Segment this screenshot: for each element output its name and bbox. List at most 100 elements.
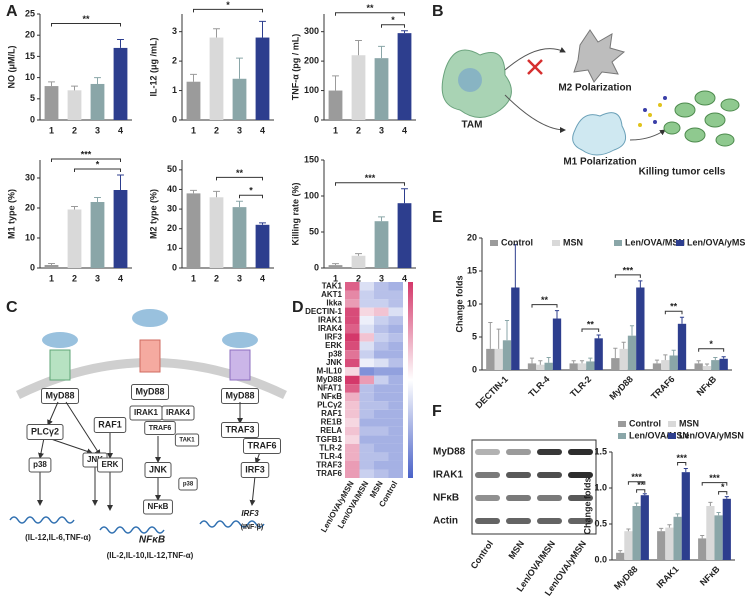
significance-label: * xyxy=(249,186,253,196)
y-tick-label: 20 xyxy=(167,223,177,233)
bar xyxy=(681,472,690,560)
y-axis-label: Change folds xyxy=(454,275,464,332)
y-tick-label: 40 xyxy=(167,184,177,194)
heatmap-cell xyxy=(359,443,374,453)
y-tick-label: 10 xyxy=(25,72,35,82)
heatmap-cell xyxy=(345,469,360,478)
legend-label: Len/OVA/MSN xyxy=(625,237,685,247)
heatmap-cell xyxy=(345,409,360,419)
error-bar xyxy=(629,325,635,336)
error-bar xyxy=(236,57,243,79)
node-box xyxy=(40,388,80,404)
heatmap-cell xyxy=(388,435,403,444)
x-tick-label: 4 xyxy=(260,125,265,135)
y-tick-label: 20 xyxy=(467,232,477,242)
blot-band xyxy=(568,495,593,501)
blot-band xyxy=(537,449,562,455)
y-tick-label: 0 xyxy=(172,262,177,272)
heatmap-cell xyxy=(388,401,403,410)
significance-bracket xyxy=(216,176,263,181)
error-bar xyxy=(48,81,55,87)
bar xyxy=(328,265,343,268)
error-bar xyxy=(654,359,660,364)
panel-label: C xyxy=(6,299,18,316)
significance-bracket xyxy=(335,12,405,16)
bar xyxy=(113,47,128,120)
y-tick-label: 5 xyxy=(30,93,35,103)
significance-bracket xyxy=(627,481,646,485)
node-label: IRAK4 xyxy=(166,408,191,417)
significance-label: * xyxy=(391,15,395,25)
blot-row-label: MyD88 xyxy=(433,447,466,458)
significance-label: *** xyxy=(365,173,376,183)
legend-label: Control xyxy=(629,418,661,428)
error-bar xyxy=(332,263,339,266)
bar xyxy=(632,506,641,560)
heatmap-cell xyxy=(345,375,360,385)
error-bar xyxy=(721,356,726,359)
x-tick-label: 3 xyxy=(95,273,100,283)
error-bar xyxy=(642,493,647,496)
row-label: IRAK4 xyxy=(318,324,343,333)
y-axis-label: M2 type (%) xyxy=(148,189,158,239)
error-bar xyxy=(496,328,501,349)
heatmap-cell xyxy=(374,452,389,461)
y-tick-label: 10 xyxy=(25,232,35,242)
significance-label: * xyxy=(226,0,230,10)
row-label: TAK1 xyxy=(322,281,343,290)
y-tick-label: 100 xyxy=(304,190,319,200)
blot-frame xyxy=(471,439,597,535)
heatmap-cell xyxy=(359,469,374,478)
heatmap-cell xyxy=(359,367,374,376)
bar xyxy=(636,287,645,370)
heatmap-cell xyxy=(359,282,374,291)
node-box xyxy=(28,457,52,473)
blot-band xyxy=(568,472,593,478)
heatmap-cell xyxy=(388,392,403,402)
heatmap-cell xyxy=(359,435,374,444)
heatmap-cell xyxy=(374,333,389,342)
error-bar xyxy=(71,85,78,91)
heatmap-cell xyxy=(359,333,374,342)
significance-label: *** xyxy=(81,149,92,159)
bar xyxy=(611,358,620,370)
row-label: IRAK1 xyxy=(318,315,343,324)
y-tick-label: 30 xyxy=(25,172,35,182)
panel-label: E xyxy=(432,209,443,226)
blot-band xyxy=(506,472,531,478)
x-tick-label: 1 xyxy=(191,273,196,283)
x-tick-label: TLR-2 xyxy=(568,374,593,399)
node-label: ERK xyxy=(102,460,119,469)
row-label: p38 xyxy=(328,350,342,359)
heatmap-cell xyxy=(359,452,374,461)
error-bar xyxy=(378,45,385,59)
error-bar xyxy=(618,550,623,553)
arrow xyxy=(47,401,59,426)
arrow xyxy=(47,437,93,455)
y-tick-label: 15 xyxy=(467,265,477,275)
significance-bracket xyxy=(677,462,687,466)
row-label: TLR-4 xyxy=(319,452,342,461)
bar xyxy=(552,318,562,370)
bar xyxy=(255,37,270,120)
y-tick-label: 1.5 xyxy=(594,446,607,456)
x-tick-label: 4 xyxy=(118,273,123,283)
heatmap-cell xyxy=(374,375,389,385)
bar xyxy=(536,364,545,370)
bar xyxy=(673,516,682,560)
heatmap-cell xyxy=(345,290,360,300)
error-bar xyxy=(117,174,124,190)
error-bar xyxy=(638,280,643,288)
blot-band xyxy=(537,495,562,501)
bar xyxy=(90,202,105,268)
bar xyxy=(665,527,674,560)
heatmap-cell xyxy=(345,299,360,308)
y-axis-label: M1 type (%) xyxy=(6,189,16,239)
error-bar xyxy=(675,513,680,517)
node-box xyxy=(144,421,176,435)
y-axis-label: Change folds xyxy=(582,477,592,534)
heatmap-cell xyxy=(388,460,403,470)
heatmap-cell xyxy=(359,299,374,308)
error-bar xyxy=(683,468,688,473)
y-tick-label: 2 xyxy=(172,55,177,65)
